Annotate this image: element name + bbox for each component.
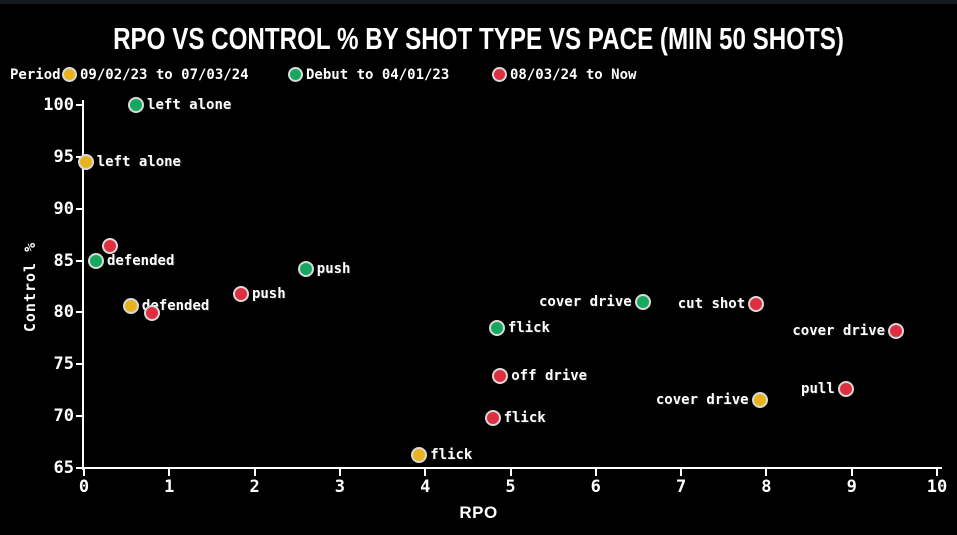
data-point-off-drive bbox=[492, 367, 509, 384]
x-tick-label: 1 bbox=[164, 477, 175, 497]
chart-title: RPO VS CONTROL % BY SHOT TYPE VS PACE (M… bbox=[0, 22, 957, 56]
x-tick-label: 8 bbox=[761, 477, 772, 497]
x-tick-label: 9 bbox=[846, 477, 857, 497]
data-point-label: cover drive bbox=[655, 391, 749, 408]
legend-dot-period-3 bbox=[492, 67, 507, 82]
x-axis-line bbox=[82, 467, 942, 469]
data-point-unlabeled bbox=[101, 238, 118, 255]
data-point-flick bbox=[411, 446, 428, 463]
data-point-cut-shot bbox=[748, 296, 765, 313]
y-axis-title: Control % bbox=[21, 241, 39, 333]
x-tick-label: 10 bbox=[926, 477, 948, 497]
x-tick-mark bbox=[83, 468, 85, 476]
legend-title: Period bbox=[10, 67, 61, 83]
window-top-edge bbox=[0, 0, 957, 4]
x-tick-label: 3 bbox=[334, 477, 346, 497]
data-point-left-alone bbox=[128, 97, 145, 113]
y-tick-label: 70 bbox=[53, 406, 74, 427]
legend-dot-period-1 bbox=[62, 67, 77, 82]
x-tick-mark bbox=[936, 468, 938, 476]
y-tick-label: 90 bbox=[53, 198, 74, 219]
y-tick-label: 95 bbox=[53, 146, 74, 167]
x-axis-title: RPO bbox=[459, 503, 498, 522]
y-tick-label: 65 bbox=[53, 458, 74, 478]
data-point-unlabeled bbox=[144, 305, 161, 322]
x-tick-mark bbox=[424, 468, 427, 476]
x-tick-mark bbox=[168, 468, 171, 476]
data-point-label: cover drive bbox=[539, 294, 632, 311]
data-point-push bbox=[232, 285, 249, 302]
y-axis-line bbox=[82, 100, 84, 470]
y-tick-label: 80 bbox=[53, 302, 74, 323]
data-point-label: flick bbox=[503, 410, 546, 427]
y-tick-mark bbox=[76, 415, 84, 418]
x-tick-mark bbox=[509, 468, 512, 476]
data-point-label: cut shot bbox=[677, 296, 746, 313]
x-tick-mark bbox=[765, 468, 768, 476]
data-point-push bbox=[297, 260, 314, 277]
data-point-label: cover drive bbox=[792, 323, 886, 340]
data-point-label: flick bbox=[507, 319, 550, 336]
y-tick-mark bbox=[76, 207, 84, 210]
data-point-label: left alone bbox=[96, 154, 181, 171]
data-point-label: off drive bbox=[511, 367, 588, 384]
x-tick-mark bbox=[253, 468, 256, 476]
data-point-cover-drive bbox=[888, 323, 905, 340]
y-tick-mark bbox=[76, 467, 84, 469]
data-point-label: left alone bbox=[147, 97, 232, 113]
data-point-label: push bbox=[316, 260, 351, 277]
x-tick-label: 2 bbox=[249, 477, 260, 497]
legend: Period 09/02/23 to 07/03/24 Debut to 04/… bbox=[0, 64, 957, 86]
data-point-flick bbox=[484, 410, 501, 427]
data-point-label: push bbox=[251, 285, 286, 302]
data-point-defended bbox=[87, 252, 104, 269]
y-tick-mark bbox=[76, 104, 84, 106]
legend-item-period-2: Debut to 04/01/23 bbox=[306, 67, 450, 83]
data-point-pull bbox=[837, 381, 854, 398]
data-point-label: defended bbox=[106, 252, 175, 269]
y-tick-mark bbox=[76, 363, 84, 366]
data-point-flick bbox=[488, 319, 505, 336]
x-tick-label: 7 bbox=[675, 477, 687, 497]
legend-item-period-1: 09/02/23 to 07/03/24 bbox=[80, 67, 249, 83]
y-tick-mark bbox=[76, 311, 84, 314]
x-tick-mark bbox=[680, 468, 683, 476]
x-tick-mark bbox=[338, 468, 341, 476]
y-tick-label: 100 bbox=[43, 95, 74, 115]
x-tick-mark bbox=[850, 468, 853, 476]
x-tick-label: 5 bbox=[505, 477, 516, 497]
data-point-left-alone bbox=[77, 154, 94, 171]
x-tick-label: 6 bbox=[590, 477, 601, 497]
y-tick-mark bbox=[76, 259, 84, 262]
y-tick-label: 75 bbox=[53, 354, 74, 375]
chart-title-text: RPO VS CONTROL % BY SHOT TYPE VS PACE (M… bbox=[113, 21, 844, 56]
data-point-cover-drive bbox=[751, 391, 768, 408]
data-point-label: flick bbox=[430, 446, 473, 463]
data-point-defended bbox=[122, 298, 139, 315]
x-tick-label: 0 bbox=[78, 477, 90, 497]
x-tick-label: 4 bbox=[420, 477, 431, 497]
data-point-label: pull bbox=[801, 381, 835, 398]
legend-item-period-3: 08/03/24 to Now bbox=[510, 67, 637, 83]
y-tick-label: 85 bbox=[53, 250, 74, 271]
x-tick-mark bbox=[594, 468, 597, 476]
legend-dot-period-2 bbox=[288, 67, 303, 82]
data-point-cover-drive bbox=[634, 294, 651, 311]
